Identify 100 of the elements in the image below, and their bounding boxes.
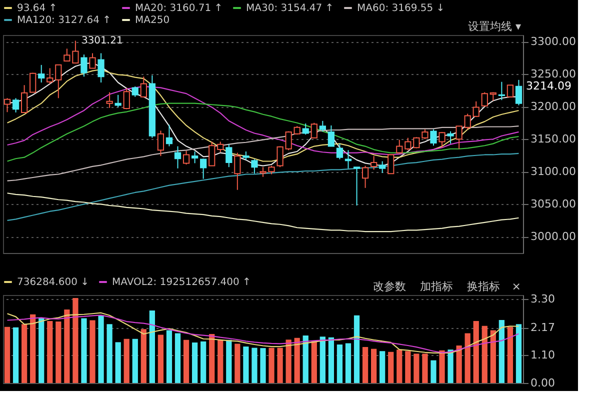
legend-label: MA120: 3127.64 ↑ (17, 15, 112, 26)
bar (149, 310, 155, 383)
bar (243, 346, 249, 383)
candlestick (404, 137, 412, 151)
bar (174, 333, 181, 383)
candlestick (38, 64, 45, 84)
bar (464, 333, 470, 383)
candlestick (276, 146, 284, 168)
candlestick (310, 122, 318, 138)
bar (90, 320, 96, 383)
bar (4, 326, 10, 383)
bar (209, 334, 215, 383)
y-tick-label: 3100.00 (530, 165, 576, 178)
legend-label: 736284.600 ↓ (17, 277, 89, 288)
candlestick (80, 54, 88, 78)
candlestick (370, 156, 378, 170)
y-tick-label: 1.10 (530, 348, 555, 362)
bar (234, 344, 240, 383)
candlestick (182, 150, 190, 165)
bar (396, 350, 402, 383)
candlestick (362, 165, 369, 188)
bar (362, 347, 368, 383)
bar (192, 342, 198, 383)
bar (200, 341, 206, 383)
bar (482, 326, 488, 383)
candlestick (344, 150, 352, 169)
bar (388, 352, 394, 383)
annotation: 3301.21 (81, 36, 123, 47)
y-tick-label: 3.30 (530, 292, 555, 306)
bar (218, 340, 224, 383)
bar (38, 318, 44, 383)
bar (311, 340, 317, 383)
y-tick-label: 3200.00 (530, 100, 576, 114)
legend-label: MA250 (135, 15, 170, 26)
candlestick (226, 144, 232, 168)
candlestick (106, 92, 113, 108)
candlestick (114, 94, 122, 108)
candlestick (174, 146, 182, 169)
candlestick (55, 64, 62, 99)
candlestick (396, 139, 403, 154)
line-series (6, 102, 520, 162)
bar (328, 337, 334, 383)
candlestick (208, 141, 216, 166)
bar (158, 334, 164, 383)
bar (56, 322, 62, 383)
candlestick (30, 72, 36, 93)
line-series (6, 152, 520, 222)
candlestick (217, 141, 224, 153)
candlestick (336, 143, 344, 160)
bar (456, 346, 462, 383)
bar (336, 344, 343, 383)
candlestick (234, 152, 241, 190)
legend-label: MAVOL2: 192512657.400 ↑ (112, 277, 251, 288)
bar (422, 354, 428, 383)
legend-label: MA20: 3160.71 ↑ (135, 3, 223, 14)
y-tick-label: 3050.00 (530, 198, 576, 211)
candlestick (166, 124, 173, 147)
text: 换指标 (467, 280, 500, 293)
candlestick (456, 126, 462, 150)
bar (354, 315, 360, 383)
y-tick-label: 3250.00 (530, 68, 576, 81)
candlestick (506, 84, 514, 98)
bar (498, 320, 504, 383)
candlestick (328, 124, 335, 147)
bar (98, 315, 104, 383)
candlestick (464, 113, 471, 130)
bar (22, 324, 28, 383)
candlestick (515, 79, 522, 106)
line-series (6, 126, 520, 182)
candlestick (72, 40, 79, 64)
bar (106, 324, 112, 383)
candlestick (438, 131, 446, 148)
candlestick (285, 130, 292, 151)
bar (380, 351, 386, 383)
bar (430, 360, 436, 383)
bar (124, 338, 130, 383)
candlestick (21, 84, 28, 113)
candlestick (98, 52, 104, 84)
candlestick (251, 158, 258, 174)
y-tick-label: 3300.00 (530, 35, 576, 48)
bar (345, 343, 352, 383)
text: × (512, 280, 521, 293)
text: 3214.09 (526, 79, 572, 92)
bar (294, 338, 300, 383)
bar (226, 340, 232, 383)
legend-label: MA30: 3154.47 ↑ (246, 3, 334, 14)
bar (166, 330, 172, 383)
candlestick (12, 98, 20, 113)
line-series (6, 192, 520, 232)
candlestick (430, 128, 437, 146)
candlestick (46, 68, 54, 84)
bar (252, 348, 258, 383)
candlestick (319, 120, 326, 132)
bar (320, 336, 326, 383)
bar (268, 348, 274, 383)
y-tick-label: 3150.00 (530, 132, 576, 146)
candlestick (132, 86, 138, 98)
candlestick (191, 150, 198, 164)
candlestick (157, 130, 164, 157)
bar (277, 348, 283, 383)
